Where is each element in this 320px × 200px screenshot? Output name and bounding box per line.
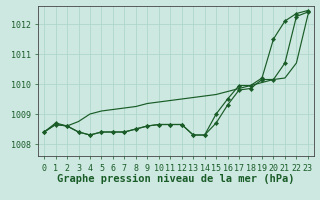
- X-axis label: Graphe pression niveau de la mer (hPa): Graphe pression niveau de la mer (hPa): [57, 174, 295, 184]
